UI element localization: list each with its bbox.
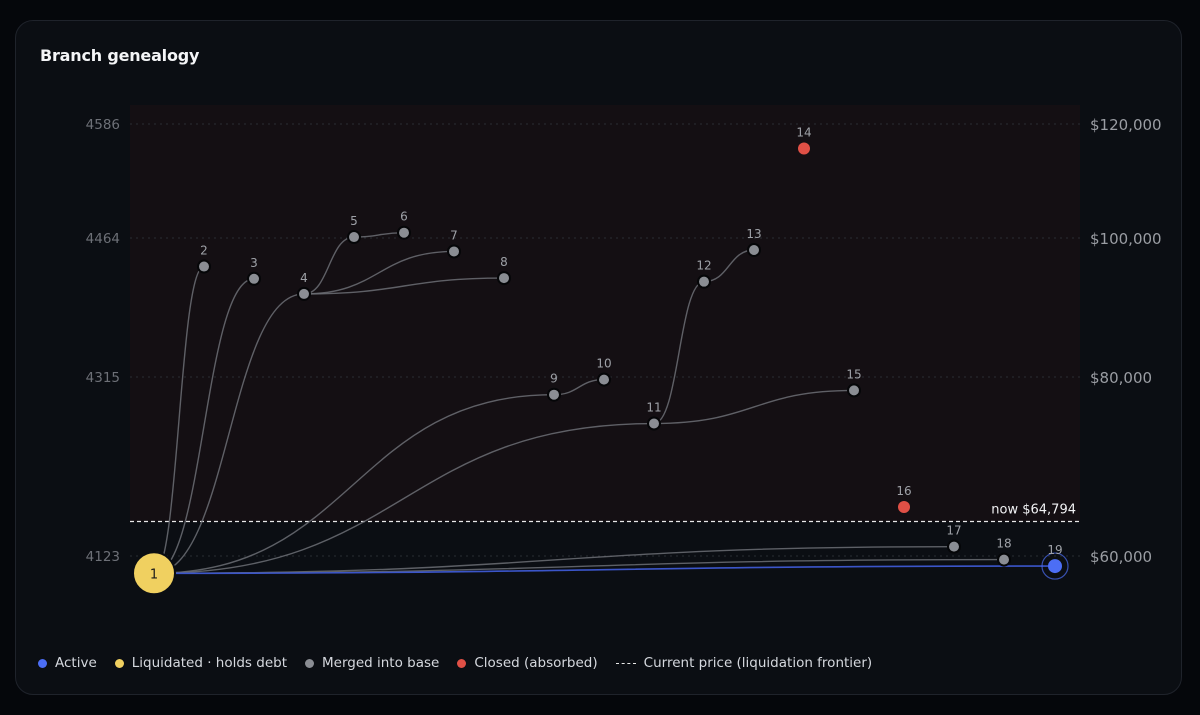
danger-zone bbox=[130, 105, 1080, 522]
node-label: 4 bbox=[300, 271, 308, 285]
node-label: 18 bbox=[996, 537, 1011, 551]
legend-closed: Closed (absorbed) bbox=[457, 655, 598, 671]
node-label: 10 bbox=[596, 357, 611, 371]
node-merged bbox=[997, 552, 1011, 567]
node-label: 11 bbox=[646, 401, 661, 415]
node-label: 2 bbox=[200, 244, 208, 258]
edge-line bbox=[303, 250, 455, 295]
node-merged bbox=[397, 225, 411, 240]
legend-active-label: Active bbox=[55, 655, 97, 671]
now-label: now $64,794 bbox=[991, 502, 1076, 517]
node-active bbox=[1048, 559, 1062, 574]
node-root bbox=[132, 551, 176, 596]
edge-line bbox=[153, 293, 305, 574]
node-merged bbox=[447, 244, 461, 259]
node-merged bbox=[247, 271, 261, 286]
closed-dot-icon bbox=[457, 658, 467, 668]
node-merged bbox=[297, 286, 311, 301]
edge-line bbox=[153, 394, 555, 574]
legend-merged-label: Merged into base bbox=[322, 655, 440, 671]
node-label: 8 bbox=[500, 255, 508, 269]
node-label: 1 bbox=[150, 567, 158, 582]
edge-line bbox=[303, 277, 505, 295]
node-label: 14 bbox=[796, 125, 811, 139]
edge-line bbox=[153, 565, 1056, 575]
node-label: 5 bbox=[350, 214, 358, 228]
y-right-tick: $120,000 bbox=[1090, 116, 1162, 134]
merged-dot-icon bbox=[305, 658, 314, 668]
node-closed bbox=[798, 142, 810, 155]
node-label: 13 bbox=[746, 227, 761, 241]
node-merged bbox=[497, 271, 511, 286]
node-label: 9 bbox=[550, 372, 558, 386]
node-label: 16 bbox=[896, 484, 911, 498]
active-dot-icon bbox=[38, 658, 47, 668]
legend-frontier: Current price (liquidation frontier) bbox=[615, 655, 873, 671]
y-left-tick: 4315 bbox=[86, 370, 120, 386]
edge-line bbox=[653, 389, 855, 425]
edge-line bbox=[153, 278, 255, 574]
node-merged bbox=[947, 539, 961, 554]
dashed-line-icon bbox=[615, 662, 636, 664]
legend-active: Active bbox=[38, 655, 97, 671]
node-active-ring bbox=[1041, 552, 1069, 580]
node-merged bbox=[847, 383, 861, 398]
y-left-tick: 4586 bbox=[86, 117, 120, 133]
legend: Active Liquidated · holds debt Merged in… bbox=[38, 655, 872, 671]
card-title: Branch genealogy bbox=[40, 46, 200, 65]
node-label: 3 bbox=[250, 256, 258, 270]
node-closed bbox=[898, 501, 910, 514]
node-label: 12 bbox=[696, 259, 711, 273]
node-merged bbox=[647, 416, 661, 431]
node-merged bbox=[197, 259, 211, 274]
node-merged bbox=[597, 372, 611, 387]
edge-line bbox=[303, 236, 355, 295]
legend-closed-label: Closed (absorbed) bbox=[474, 655, 598, 671]
y-left-tick: 4464 bbox=[86, 231, 120, 247]
y-right-tick: $60,000 bbox=[1090, 548, 1152, 566]
y-right-tick: $80,000 bbox=[1090, 369, 1152, 387]
node-label: 7 bbox=[450, 228, 458, 242]
edge-line bbox=[153, 545, 955, 574]
y-right-tick: $100,000 bbox=[1090, 230, 1162, 248]
edge-line bbox=[653, 280, 705, 425]
legend-merged: Merged into base bbox=[305, 655, 439, 671]
node-merged bbox=[547, 387, 561, 402]
node-label: 6 bbox=[400, 210, 408, 224]
node-merged bbox=[347, 230, 361, 245]
node-label: 19 bbox=[1047, 543, 1062, 557]
legend-liquidated: Liquidated · holds debt bbox=[114, 655, 287, 671]
legend-frontier-label: Current price (liquidation frontier) bbox=[643, 655, 873, 671]
node-merged bbox=[747, 243, 761, 257]
edge-line bbox=[153, 422, 655, 574]
node-label: 15 bbox=[846, 367, 861, 381]
legend-liquidated-label: Liquidated · holds debt bbox=[131, 655, 287, 671]
liquidated-dot-icon bbox=[114, 658, 124, 668]
node-merged bbox=[697, 274, 711, 289]
node-label: 17 bbox=[946, 524, 961, 538]
y-left-tick: 4123 bbox=[86, 549, 120, 565]
